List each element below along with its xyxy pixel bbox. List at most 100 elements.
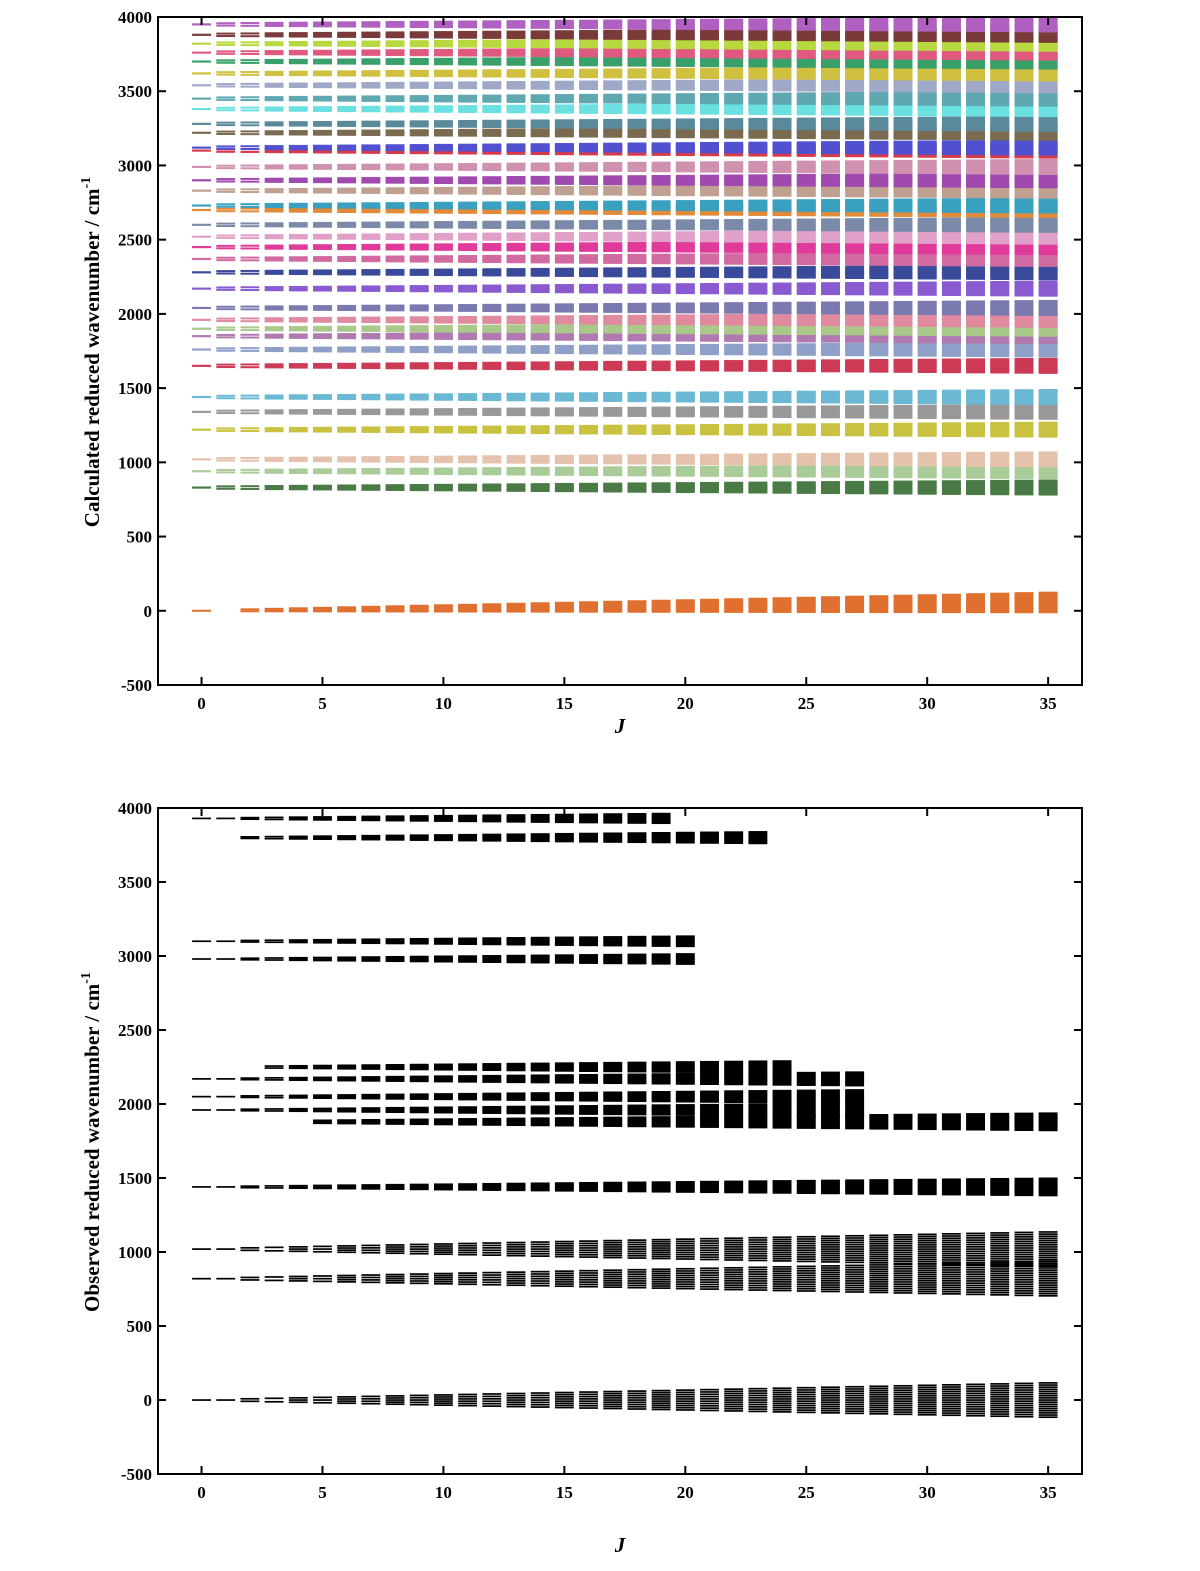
calculated-level <box>385 488 405 491</box>
calculated-level <box>482 608 502 611</box>
calculated-level <box>651 610 671 613</box>
calculated-level <box>579 315 598 318</box>
calculated-level <box>748 607 768 610</box>
calculated-level <box>990 358 1010 361</box>
calculated-level <box>1014 358 1034 361</box>
calculated-level <box>288 327 308 330</box>
calculated-level <box>554 344 574 347</box>
calculated-level <box>869 611 889 614</box>
calculated-level <box>748 465 768 468</box>
calculated-level <box>821 597 840 600</box>
calculated-level <box>482 303 502 306</box>
calculated-level <box>700 600 719 603</box>
calculated-level <box>603 610 623 613</box>
calculated-level <box>579 303 598 306</box>
calculated-level <box>288 458 308 461</box>
calculated-level <box>675 482 695 485</box>
calculated-level <box>433 487 453 490</box>
calculated-level <box>675 406 695 409</box>
calculated-level <box>216 349 236 352</box>
calculated-level <box>216 485 236 488</box>
calculated-level <box>748 606 768 609</box>
calculated-level <box>748 598 768 601</box>
calculated-level <box>482 605 502 608</box>
calculated-level <box>893 607 913 610</box>
calculated-level <box>216 288 236 291</box>
calculated-level <box>313 488 332 491</box>
calculated-level <box>603 360 623 363</box>
calculated-level <box>579 392 598 395</box>
calculated-level <box>409 408 429 411</box>
calculated-level <box>506 315 526 318</box>
calculated-level <box>264 326 284 329</box>
calculated-level <box>627 344 647 347</box>
calculated-level <box>893 597 913 600</box>
calculated-level <box>482 284 502 287</box>
calculated-level <box>458 607 478 610</box>
calculated-level <box>941 598 961 601</box>
calculated-level <box>409 468 429 471</box>
calculated-level <box>917 602 937 605</box>
calculated-band-8 <box>192 341 1058 358</box>
calculated-level <box>192 327 211 330</box>
calculated-level <box>264 468 284 471</box>
calculated-level <box>941 599 961 602</box>
calculated-level <box>240 305 260 308</box>
calculated-level <box>337 488 357 491</box>
calculated-level <box>990 601 1010 604</box>
calculated-level <box>482 473 502 476</box>
calculated-level <box>821 606 840 609</box>
calculated-level <box>869 601 889 604</box>
calculated-level <box>482 606 502 609</box>
calculated-level <box>313 484 332 487</box>
calculated-level <box>337 469 357 472</box>
calculated-level <box>482 345 502 348</box>
calculated-level <box>1014 598 1034 601</box>
calculated-level <box>603 606 623 609</box>
calculated-level <box>216 305 236 308</box>
calculated-level <box>385 346 405 349</box>
calculated-level <box>458 603 478 606</box>
calculated-level <box>458 393 478 396</box>
calculated-level <box>433 393 453 396</box>
calculated-level <box>337 606 357 609</box>
calculated-level <box>845 611 865 614</box>
calculated-level <box>288 336 308 339</box>
calculated-level <box>361 332 381 335</box>
calculated-level <box>700 283 719 286</box>
calculated-level <box>482 604 502 607</box>
calculated-level <box>1014 611 1034 614</box>
calculated-level <box>651 302 671 305</box>
calculated-level <box>700 343 719 346</box>
calculated-level <box>869 480 889 483</box>
calculated-level <box>772 343 792 346</box>
calculated-level <box>192 364 211 367</box>
calculated-level <box>192 410 211 413</box>
calculated-level <box>409 608 429 611</box>
calculated-level <box>1038 610 1058 613</box>
calculated-level <box>337 362 357 365</box>
calculated-level <box>796 604 816 607</box>
calculated-level <box>1014 600 1034 603</box>
calculated-level <box>433 316 453 319</box>
calculated-level <box>458 483 478 486</box>
calculated-level <box>482 324 502 327</box>
calculated-level <box>990 595 1010 598</box>
calculated-level <box>216 347 236 350</box>
calculated-level <box>458 608 478 611</box>
calculated-level <box>796 605 816 608</box>
calculated-level <box>192 287 211 290</box>
calculated-level <box>966 607 986 610</box>
calculated-level <box>1038 389 1058 392</box>
calculated-level <box>530 315 550 318</box>
calculated-level <box>869 607 889 610</box>
calculated-level <box>288 350 308 353</box>
calculated-level <box>724 391 744 394</box>
calculated-level <box>337 610 357 613</box>
calculated-level <box>796 603 816 606</box>
calculated-level <box>337 285 357 288</box>
calculated-level <box>700 360 719 363</box>
calculated-level <box>192 348 211 351</box>
calculated-level <box>651 607 671 610</box>
calculated-level <box>917 404 937 407</box>
